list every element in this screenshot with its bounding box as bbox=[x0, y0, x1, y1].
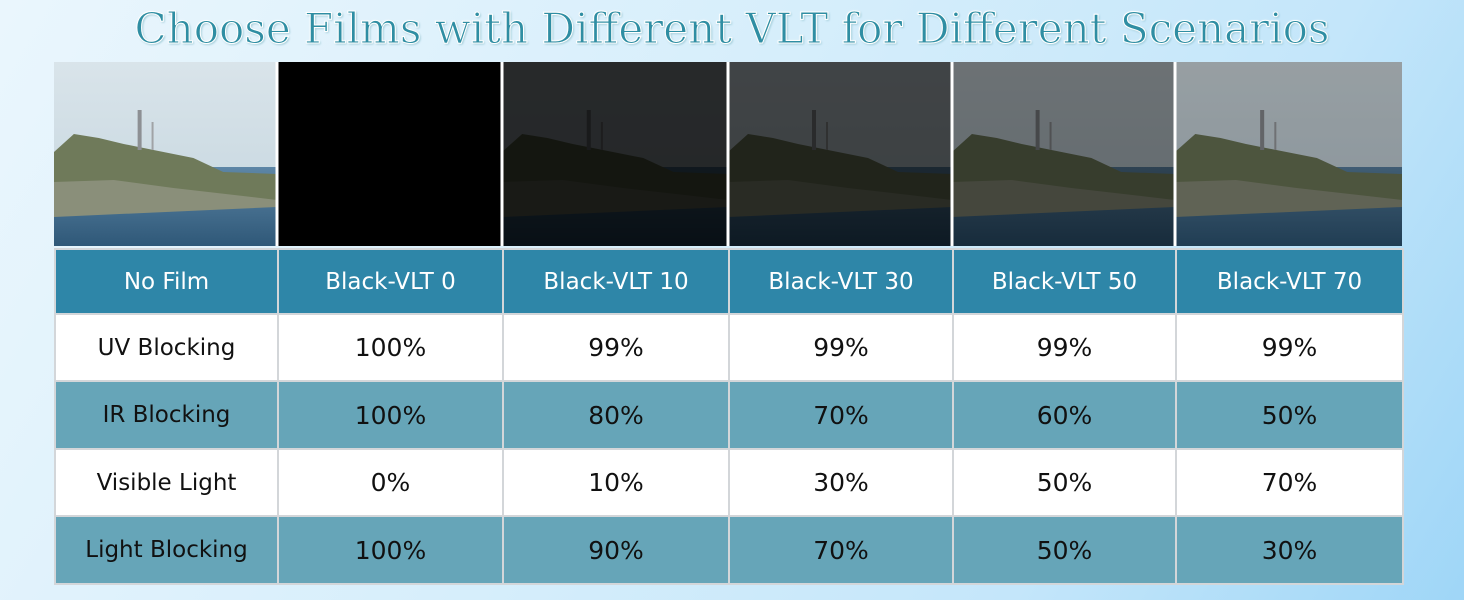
photo bbox=[54, 62, 277, 246]
column-header: No Film bbox=[54, 248, 279, 315]
cell-value: 99% bbox=[952, 313, 1177, 382]
column-header: Black-VLT 70 bbox=[1175, 248, 1404, 315]
cell-value: 70% bbox=[728, 380, 954, 450]
cell-value: 100% bbox=[277, 313, 504, 382]
spec-table: No Film Black-VLT 0 Black-VLT 10 Black-VLT … bbox=[54, 248, 1404, 585]
sample-photos bbox=[54, 62, 1402, 246]
table-row: Visible Light 0% 10% 30% 50% 70% bbox=[54, 448, 1404, 517]
cell-value: 99% bbox=[1175, 313, 1404, 382]
column-header: Black-VLT 0 bbox=[277, 248, 504, 315]
cell-value: 60% bbox=[952, 380, 1177, 450]
row-label: Light Blocking bbox=[54, 515, 279, 585]
cell-value: 30% bbox=[1175, 515, 1404, 585]
column-header: Black-VLT 50 bbox=[952, 248, 1177, 315]
table-row: Light Blocking 100% 90% 70% 50% 30% bbox=[54, 515, 1404, 585]
cell-value: 0% bbox=[277, 448, 504, 517]
cell-value: 50% bbox=[1175, 380, 1404, 450]
photo bbox=[1175, 62, 1402, 246]
table-row: UV Blocking 100% 99% 99% 99% 99% bbox=[54, 313, 1404, 382]
row-label: IR Blocking bbox=[54, 380, 279, 450]
table-row: No Film Black-VLT 0 Black-VLT 10 Black-VLT … bbox=[54, 248, 1404, 315]
photo-dividers bbox=[275, 62, 1177, 246]
row-label: UV Blocking bbox=[54, 313, 279, 382]
table-row: IR Blocking 100% 80% 70% 60% 50% bbox=[54, 380, 1404, 450]
cell-value: 99% bbox=[502, 313, 730, 382]
cell-value: 80% bbox=[502, 380, 730, 450]
cell-value: 50% bbox=[952, 515, 1177, 585]
cell-value: 100% bbox=[277, 380, 504, 450]
column-header: Black-VLT 30 bbox=[728, 248, 954, 315]
cell-value: 30% bbox=[728, 448, 954, 517]
column-header: Black-VLT 10 bbox=[502, 248, 730, 315]
cell-value: 10% bbox=[502, 448, 730, 517]
cell-value: 99% bbox=[728, 313, 954, 382]
photo bbox=[728, 62, 952, 246]
cell-value: 50% bbox=[952, 448, 1177, 517]
photo bbox=[952, 62, 1175, 246]
cell-value: 70% bbox=[1175, 448, 1404, 517]
photo bbox=[277, 62, 502, 246]
title: Choose Films with Different VLT for Diff… bbox=[134, 4, 1330, 54]
cell-value: 70% bbox=[728, 515, 954, 585]
row-label: Visible Light bbox=[54, 448, 279, 517]
photo bbox=[502, 62, 728, 246]
cell-value: 90% bbox=[502, 515, 730, 585]
cell-value: 100% bbox=[277, 515, 504, 585]
